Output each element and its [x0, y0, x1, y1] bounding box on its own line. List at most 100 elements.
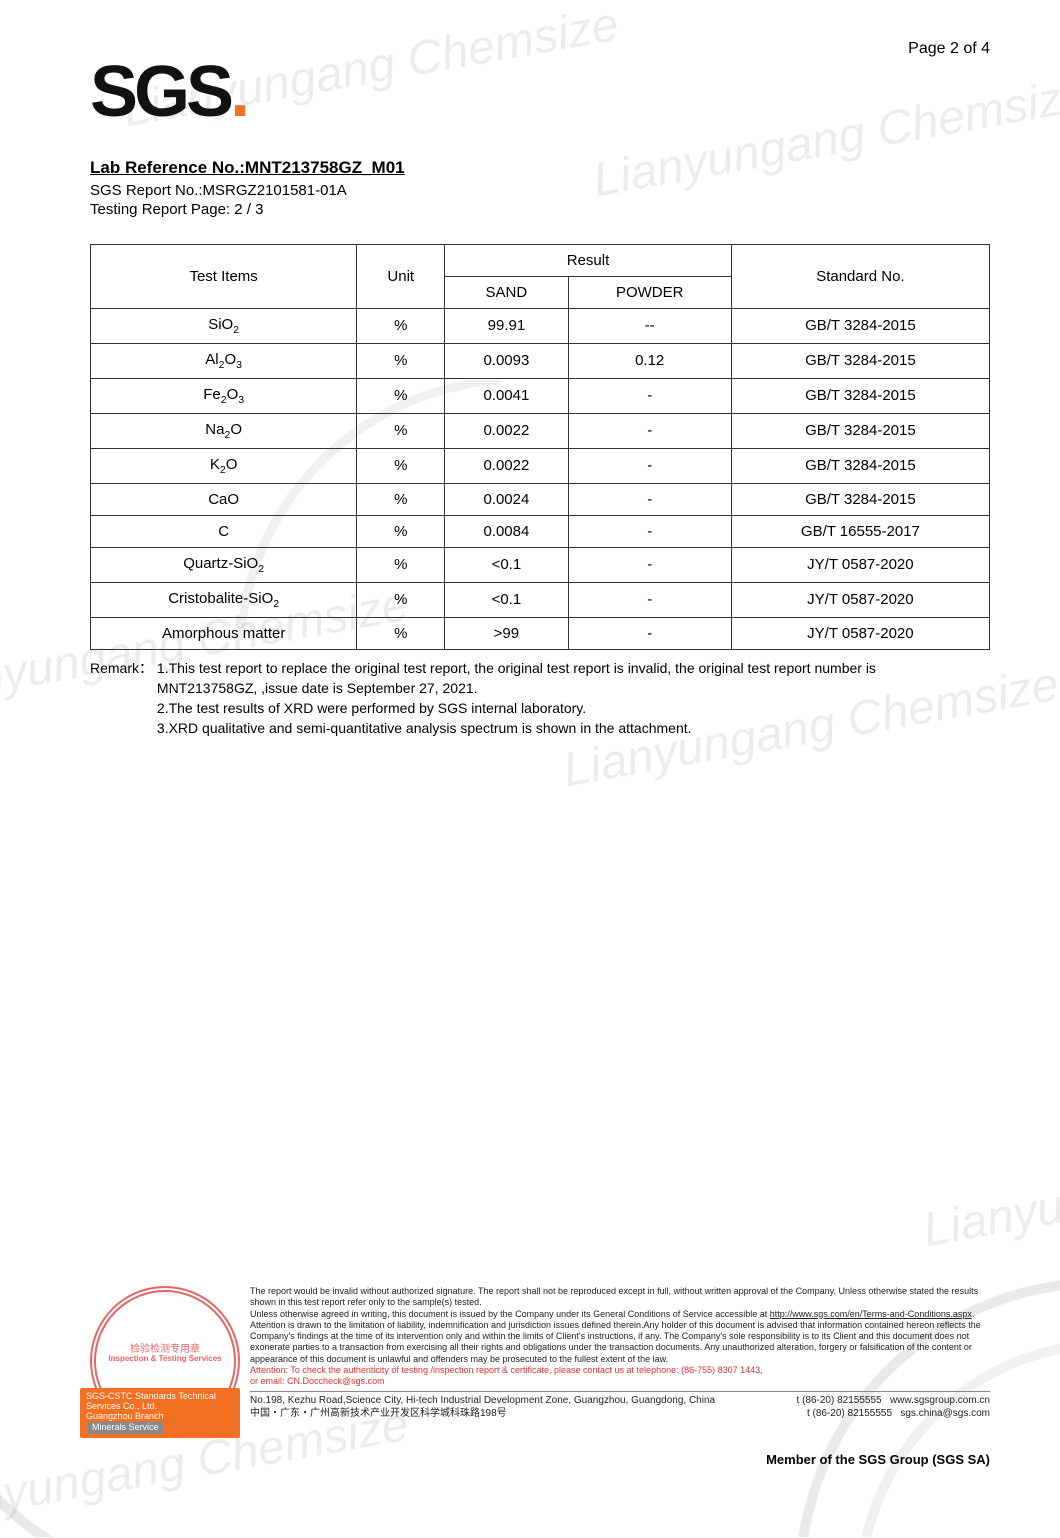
cell-sand: <0.1 — [445, 582, 568, 617]
cell-unit: % — [357, 617, 445, 649]
cell-item: Na2O — [91, 413, 357, 448]
cell-sand: 0.0041 — [445, 378, 568, 413]
header-block: Lab Reference No.:MNT213758GZ_M01 SGS Re… — [90, 158, 990, 218]
cell-unit: % — [357, 547, 445, 582]
cell-item: Cristobalite-SiO2 — [91, 582, 357, 617]
cell-standard: GB/T 3284-2015 — [731, 343, 989, 378]
attention-line2: or email: CN.Doccheck@sgs.com — [250, 1376, 990, 1387]
cell-sand: <0.1 — [445, 547, 568, 582]
cell-sand: 0.0022 — [445, 413, 568, 448]
logo-text: SGS — [90, 52, 230, 132]
disclaimer-p1: The report would be invalid without auth… — [250, 1286, 990, 1309]
cell-powder: - — [568, 378, 731, 413]
cell-powder: - — [568, 582, 731, 617]
tel1: t (86-20) 82155555 — [797, 1395, 882, 1406]
cell-standard: GB/T 3284-2015 — [731, 483, 989, 515]
cell-unit: % — [357, 483, 445, 515]
disclaimer-p2: Unless otherwise agreed in writing, this… — [250, 1309, 990, 1365]
bar-company: SGS-CSTC Standards Technical Services Co… — [86, 1391, 216, 1411]
results-table: Test Items Unit Result Standard No. SAND… — [90, 244, 990, 650]
table-row: Cristobalite-SiO2%<0.1-JY/T 0587-2020 — [91, 582, 990, 617]
col-test-items: Test Items — [91, 244, 357, 308]
cell-unit: % — [357, 582, 445, 617]
cell-item: Al2O3 — [91, 343, 357, 378]
cell-standard: JY/T 0587-2020 — [731, 547, 989, 582]
cell-powder: - — [568, 448, 731, 483]
testing-page: Testing Report Page: 2 / 3 — [90, 201, 990, 218]
cell-item: CaO — [91, 483, 357, 515]
seal-text-en: Inspection & Testing Services — [90, 1354, 240, 1363]
table-row: Fe2O3%0.0041-GB/T 3284-2015 — [91, 378, 990, 413]
cell-standard: GB/T 16555-2017 — [731, 515, 989, 547]
cell-standard: GB/T 3284-2015 — [731, 378, 989, 413]
remark-line1: 1.This test report to replace the origin… — [157, 660, 876, 696]
table-row: Amorphous matter%>99-JY/T 0587-2020 — [91, 617, 990, 649]
cell-item: Quartz-SiO2 — [91, 547, 357, 582]
tel2: t (86-20) 82155555 — [807, 1408, 892, 1419]
disclaimer: The report would be invalid without auth… — [250, 1286, 990, 1436]
cell-unit: % — [357, 413, 445, 448]
table-row: Na2O%0.0022-GB/T 3284-2015 — [91, 413, 990, 448]
sgs-logo: SGS. — [90, 64, 990, 122]
cell-powder: 0.12 — [568, 343, 731, 378]
cell-sand: >99 — [445, 617, 568, 649]
cell-item: SiO2 — [91, 308, 357, 343]
cell-unit: % — [357, 308, 445, 343]
website: www.sgsgroup.com.cn — [890, 1395, 990, 1406]
bar-minerals: Minerals Service — [88, 1422, 163, 1434]
table-row: K2O%0.0022-GB/T 3284-2015 — [91, 448, 990, 483]
cell-powder: - — [568, 547, 731, 582]
col-sand: SAND — [445, 276, 568, 308]
address-cn: 中国・广东・广州高新技术产业开发区科学城科珠路198号 — [250, 1408, 789, 1421]
remark-line3: 3.XRD qualitative and semi-quantitative … — [157, 720, 692, 736]
cell-sand: 0.0084 — [445, 515, 568, 547]
col-standard: Standard No. — [731, 244, 989, 308]
member-line: Member of the SGS Group (SGS SA) — [90, 1452, 990, 1467]
sgs-report-no: SGS Report No.:MSRGZ2101581-01A — [90, 182, 990, 199]
cell-sand: 99.91 — [445, 308, 568, 343]
cell-item: Fe2O3 — [91, 378, 357, 413]
table-row: C%0.0084-GB/T 16555-2017 — [91, 515, 990, 547]
disc-p2a: Unless otherwise agreed in writing, this… — [250, 1309, 770, 1319]
inspection-seal: 检验检测专用章 Inspection & Testing Services SG… — [90, 1286, 240, 1436]
cell-powder: - — [568, 483, 731, 515]
cell-unit: % — [357, 378, 445, 413]
cell-powder: - — [568, 515, 731, 547]
logo-dot: . — [230, 52, 246, 132]
col-powder: POWDER — [568, 276, 731, 308]
cell-standard: GB/T 3284-2015 — [731, 448, 989, 483]
col-unit: Unit — [357, 244, 445, 308]
cell-sand: 0.0093 — [445, 343, 568, 378]
table-row: Quartz-SiO2%<0.1-JY/T 0587-2020 — [91, 547, 990, 582]
cell-unit: % — [357, 343, 445, 378]
lab-reference: Lab Reference No.:MNT213758GZ_M01 — [90, 158, 990, 178]
cell-powder: -- — [568, 308, 731, 343]
attention-line1: Attention: To check the authenticity of … — [250, 1365, 990, 1376]
table-row: CaO%0.0024-GB/T 3284-2015 — [91, 483, 990, 515]
cell-item: C — [91, 515, 357, 547]
cell-item: Amorphous matter — [91, 617, 357, 649]
col-result: Result — [445, 244, 732, 276]
cell-unit: % — [357, 448, 445, 483]
table-row: Al2O3%0.00930.12GB/T 3284-2015 — [91, 343, 990, 378]
terms-link[interactable]: http://www.sgs.com/en/Terms-and-Conditio… — [770, 1309, 972, 1319]
address-row: No.198, Kezhu Road,Science City, Hi-tech… — [250, 1391, 990, 1420]
contact-email: sgs.china@sgs.com — [900, 1408, 990, 1419]
cell-unit: % — [357, 515, 445, 547]
bar-branch: Guangzhou Branch — [86, 1411, 164, 1421]
cell-standard: JY/T 0587-2020 — [731, 617, 989, 649]
seal-text-cn: 检验检测专用章 — [90, 1340, 240, 1355]
cell-standard: GB/T 3284-2015 — [731, 413, 989, 448]
remark-line2: 2.The test results of XRD were performed… — [157, 700, 586, 716]
cell-powder: - — [568, 413, 731, 448]
table-row: SiO2%99.91--GB/T 3284-2015 — [91, 308, 990, 343]
cell-standard: JY/T 0587-2020 — [731, 582, 989, 617]
cell-item: K2O — [91, 448, 357, 483]
cell-sand: 0.0024 — [445, 483, 568, 515]
sgs-branch-bar: SGS-CSTC Standards Technical Services Co… — [80, 1388, 240, 1438]
cell-powder: - — [568, 617, 731, 649]
remark-block: Remark： 1.This test report to replace th… — [90, 658, 990, 739]
footer: 检验检测专用章 Inspection & Testing Services SG… — [90, 1286, 990, 1467]
remark-label: Remark： — [90, 658, 153, 678]
cell-sand: 0.0022 — [445, 448, 568, 483]
